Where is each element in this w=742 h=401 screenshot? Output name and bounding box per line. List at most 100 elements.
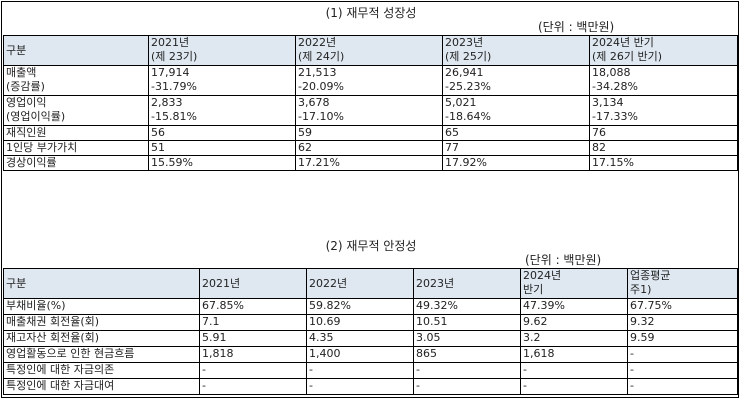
table-cell: - xyxy=(627,362,738,379)
table-cell: - xyxy=(199,362,307,379)
table-cell: 56 xyxy=(148,125,296,141)
cell-value: 2,833 xyxy=(151,96,183,110)
table-cell: 67.75% xyxy=(627,298,738,315)
cell-value: 18,088 xyxy=(592,66,631,80)
table-cell: 17.21% xyxy=(295,155,443,171)
header-cell: 2023년 (제 25기) xyxy=(442,35,590,66)
row-label: 영업활동으로 인한 현금흐름 xyxy=(3,346,200,363)
row-label: 특정인에 대한 자금대여 xyxy=(3,378,200,395)
cell-value: 26,941 xyxy=(445,66,484,80)
table-cell: 1,618 xyxy=(520,346,628,363)
table-cell: - xyxy=(520,378,628,395)
table-cell: 17.15% xyxy=(589,155,738,171)
section1-title: (1) 재무적 성장성 xyxy=(325,6,417,20)
row-label: 재직인원 xyxy=(3,125,149,141)
header-year: 2023년 xyxy=(445,36,484,50)
table-row: 재직인원 56 59 65 76 xyxy=(3,125,738,141)
table-cell: 9.32 xyxy=(627,314,738,331)
cell-rate: -25.23% xyxy=(445,80,491,93)
row-label: 매출채권 회전율(회) xyxy=(3,314,200,331)
table-cell: 3.05 xyxy=(413,330,521,347)
table-cell: - xyxy=(413,362,521,379)
table-cell: 4.35 xyxy=(306,330,414,347)
row-label: 재고자산 회전율(회) xyxy=(3,330,200,347)
header-label: 구분 xyxy=(3,268,200,299)
row-label: 경상이익률 xyxy=(3,155,149,171)
header-period: (제 25기) xyxy=(445,50,492,63)
cell-value: 21,513 xyxy=(298,66,337,80)
row-label-main: 영업이익 xyxy=(6,96,47,110)
table-cell: - xyxy=(413,378,521,395)
table-cell: 9.62 xyxy=(520,314,628,331)
header-period: (제 24기) xyxy=(298,50,345,63)
header-year: 2021년 xyxy=(151,36,190,50)
cell-value: 3,678 xyxy=(298,96,330,110)
cell-value: 3,134 xyxy=(592,96,624,110)
table-cell: 67.85% xyxy=(199,298,307,315)
table-cell: 3,678 -17.10% xyxy=(295,95,443,126)
header-label: 구분 xyxy=(3,35,149,66)
table-row: 영업이익 (영업이익률) 2,833 -15.81% 3,678 -17.10% 5,… xyxy=(3,95,738,126)
table-cell: 1,818 xyxy=(199,346,307,363)
header-cell: 2024년 반기 (제 26기 반기) xyxy=(589,35,738,66)
table-row: 부채비율(%) 67.85% 59.82% 49.32% 47.39% 67.7… xyxy=(3,298,738,315)
row-label-sub: (영업이익률) xyxy=(6,110,66,123)
table-cell: 15.59% xyxy=(148,155,296,171)
header-cell: 2022년 xyxy=(306,268,414,299)
table-row: 재고자산 회전율(회) 5.91 4.35 3.05 3.2 9.59 xyxy=(3,330,738,347)
header-note: 주1) xyxy=(630,283,652,296)
table-cell: - xyxy=(306,362,414,379)
cell-value: 5,021 xyxy=(445,96,477,110)
table-cell: 17.92% xyxy=(442,155,590,171)
table-row: 영업활동으로 인한 현금흐름 1,818 1,400 865 1,618 - xyxy=(3,346,738,363)
cell-rate: -17.10% xyxy=(298,110,344,123)
row-label: 매출액 (증감률) xyxy=(3,65,149,96)
table-row: 특정인에 대한 자금대여 - - - - - xyxy=(3,378,738,395)
table-cell: - xyxy=(306,378,414,395)
header-cell: 2023년 xyxy=(413,268,521,299)
table-cell: - xyxy=(627,378,738,395)
table-cell: 59.82% xyxy=(306,298,414,315)
table-cell: 5,021 -18.64% xyxy=(442,95,590,126)
table-cell: - xyxy=(627,346,738,363)
table-cell: 10.69 xyxy=(306,314,414,331)
cell-rate: -18.64% xyxy=(445,110,491,123)
cell-rate: -34.28% xyxy=(592,80,638,93)
header-period: 반기 xyxy=(523,283,544,296)
cell-rate: -31.79% xyxy=(151,80,197,93)
table-row: 매출액 (증감률) 17,914 -31.79% 21,513 -20.09% 26,… xyxy=(3,65,738,96)
header-period: (제 23기) xyxy=(151,50,198,63)
table-cell: 5.91 xyxy=(199,330,307,347)
table-cell: 65 xyxy=(442,125,590,141)
table-cell: 76 xyxy=(589,125,738,141)
table-cell: 77 xyxy=(442,140,590,156)
section2-unit: (단위 : 백만원) xyxy=(525,253,602,267)
header-year: 2024년 반기 xyxy=(592,36,654,50)
table-row: 특정인에 대한 자금의존 - - - - - xyxy=(3,362,738,379)
table-cell: 59 xyxy=(295,125,443,141)
header-cell: 2021년 (제 23기) xyxy=(148,35,296,66)
table-cell: 26,941 -25.23% xyxy=(442,65,590,96)
table-header-row: 구분 2021년 (제 23기) 2022년 (제 24기) 2023년 (제 25기… xyxy=(3,35,738,66)
row-label: 특정인에 대한 자금의존 xyxy=(3,362,200,379)
row-label: 부채비율(%) xyxy=(3,298,200,315)
row-label-main: 매출액 xyxy=(6,66,37,80)
cell-rate: -15.81% xyxy=(151,110,197,123)
table-cell: 18,088 -34.28% xyxy=(589,65,738,96)
header-industry: 업종평균 xyxy=(630,269,671,283)
table-header-row: 구분 2021년 2022년 2023년 2024년 반기 업종평균 주1) xyxy=(3,268,738,299)
header-year: 2022년 xyxy=(298,36,337,50)
row-label: 1인당 부가가치 xyxy=(3,140,149,156)
cell-value: 17,914 xyxy=(151,66,190,80)
section1-unit: (단위 : 백만원) xyxy=(538,20,615,34)
header-cell: 업종평균 주1) xyxy=(627,268,738,299)
section2-title: (2) 재무적 안정성 xyxy=(325,239,417,253)
table-cell: - xyxy=(520,362,628,379)
table-cell: 2,833 -15.81% xyxy=(148,95,296,126)
table-cell: 9.59 xyxy=(627,330,738,347)
header-cell: 2024년 반기 xyxy=(520,268,628,299)
table-cell: - xyxy=(199,378,307,395)
table-cell: 62 xyxy=(295,140,443,156)
cell-rate: -20.09% xyxy=(298,80,344,93)
